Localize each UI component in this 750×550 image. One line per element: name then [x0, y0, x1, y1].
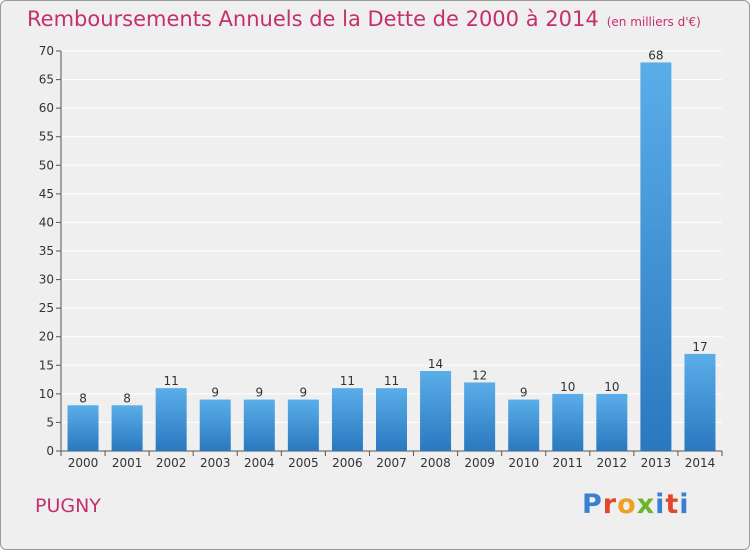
y-tick-label: 20 — [39, 330, 54, 344]
value-label: 14 — [428, 357, 443, 371]
x-tick-label: 2006 — [332, 456, 363, 470]
bar-2008 — [420, 371, 452, 451]
x-tick-label: 2001 — [112, 456, 143, 470]
bar-2013 — [640, 62, 672, 452]
y-tick-label: 60 — [39, 101, 54, 115]
value-label: 11 — [340, 374, 355, 388]
y-tick-label: 15 — [39, 358, 54, 372]
bar-2010 — [508, 399, 540, 451]
value-label: 12 — [472, 368, 487, 382]
y-tick-label: 65 — [39, 73, 54, 87]
y-tick-label: 30 — [39, 273, 54, 287]
bar-2006 — [331, 388, 363, 451]
y-tick-label: 70 — [39, 44, 54, 58]
chart-title-text: Remboursements Annuels de la Dette de 20… — [27, 7, 599, 31]
bar-2011 — [552, 393, 584, 451]
value-label: 11 — [164, 374, 179, 388]
value-label: 9 — [300, 386, 308, 400]
x-tick-label: 2013 — [641, 456, 672, 470]
value-label: 9 — [211, 386, 219, 400]
chart-title: Remboursements Annuels de la Dette de 20… — [27, 7, 701, 31]
bar-2001 — [111, 405, 143, 451]
value-label: 10 — [560, 380, 575, 394]
y-tick-label: 0 — [46, 444, 54, 458]
bar-2014 — [684, 353, 716, 451]
commune-name: PUGNY — [35, 495, 101, 517]
value-label: 17 — [692, 340, 707, 354]
bar-2002 — [155, 388, 187, 451]
value-label: 10 — [604, 380, 619, 394]
y-tick-label: 25 — [39, 301, 54, 315]
y-tick-label: 50 — [39, 158, 54, 172]
x-tick-label: 2010 — [508, 456, 539, 470]
x-tick-label: 2014 — [685, 456, 716, 470]
bar-2012 — [596, 393, 628, 451]
bar-2003 — [199, 399, 231, 451]
proxiti-logo: Proxiti — [582, 489, 690, 520]
value-label: 8 — [79, 391, 87, 405]
x-tick-label: 2009 — [464, 456, 495, 470]
value-label: 9 — [520, 386, 528, 400]
bars — [67, 62, 716, 452]
y-tick-label: 40 — [39, 215, 54, 229]
y-tick-label: 10 — [39, 387, 54, 401]
y-tick-label: 55 — [39, 130, 54, 144]
x-tick-label: 2007 — [376, 456, 407, 470]
x-tick-label: 2002 — [156, 456, 187, 470]
value-label: 68 — [648, 48, 663, 62]
x-tick-label: 2004 — [244, 456, 275, 470]
bar-2005 — [287, 399, 319, 451]
bar-2000 — [67, 405, 99, 451]
grid-lines — [61, 50, 722, 452]
value-label: 8 — [123, 391, 131, 405]
x-tick-label: 2005 — [288, 456, 319, 470]
chart-unit: (en milliers d'€) — [606, 15, 701, 29]
labels: 0 5 10 15 20 25 30 35 40 45 50 55 60 65 70 2000 8 2001 8 20… — [39, 44, 716, 470]
y-tick-label: 5 — [46, 415, 54, 429]
bar-2007 — [376, 388, 407, 451]
value-label: 11 — [384, 374, 399, 388]
x-tick-label: 2008 — [420, 456, 451, 470]
y-tick-label: 35 — [39, 244, 54, 258]
bar-2009 — [464, 382, 496, 451]
y-tick-label: 45 — [39, 187, 54, 201]
x-tick-label: 2003 — [200, 456, 231, 470]
x-tick-label: 2011 — [552, 456, 583, 470]
x-tick-label: 2000 — [68, 456, 99, 470]
bar-2004 — [243, 399, 275, 451]
x-tick-label: 2012 — [597, 456, 628, 470]
value-label: 9 — [255, 386, 263, 400]
